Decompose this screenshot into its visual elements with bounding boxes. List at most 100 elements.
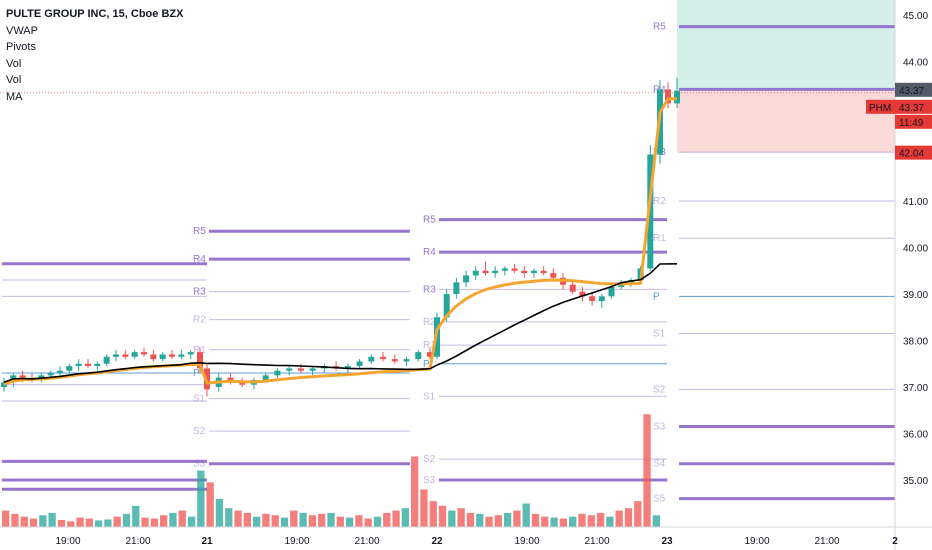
legend-item-ma[interactable]: MA: [6, 90, 23, 103]
volume-bar: [383, 512, 391, 527]
volume-bar: [643, 414, 651, 527]
countdown-badge-bg: [895, 114, 932, 129]
volume-bar: [122, 513, 131, 527]
candle-body: [674, 90, 680, 104]
candle-body: [274, 370, 281, 376]
pivot-label-2-S1: S1: [423, 391, 436, 402]
time-axis-tick: 21:00: [125, 536, 150, 547]
candle-body: [113, 354, 119, 357]
volume-bar: [550, 517, 558, 527]
candle-body: [66, 366, 73, 371]
candle-body: [57, 370, 63, 374]
volume-bar: [150, 518, 159, 527]
pivot-label-1-R5: R5: [193, 226, 206, 237]
pivot-label-3-P: P: [653, 291, 660, 302]
candle-body: [540, 270, 547, 274]
volume-bar: [11, 513, 19, 527]
volume-bar: [104, 519, 112, 527]
volume-bar: [457, 508, 465, 527]
candle-body: [197, 352, 203, 369]
volume-bar: [345, 517, 354, 527]
candle-body: [463, 275, 470, 283]
legend-item-vwap[interactable]: VWAP: [6, 24, 38, 37]
price-axis-tick: 45.00: [903, 11, 928, 22]
pivot-label-3-S2: S2: [653, 384, 666, 395]
candle-body: [598, 296, 605, 301]
pivot-label-2-R2: R2: [423, 317, 436, 328]
time-axis-tick: 23: [661, 536, 673, 547]
volume-bar: [132, 505, 140, 527]
candle-body: [122, 354, 129, 357]
pivot-label-1-R4: R4: [193, 254, 206, 265]
time-axis-tick: 21:00: [584, 536, 609, 547]
pivot-label-2-P: P: [423, 359, 430, 370]
price-axis-tick: 39.00: [903, 290, 928, 301]
candle-body: [141, 352, 147, 355]
volume-bar: [420, 489, 428, 527]
volume-bar: [476, 513, 484, 527]
legend-item-vol-2[interactable]: Vol: [6, 74, 22, 86]
volume-bar: [178, 510, 186, 527]
candle-body: [579, 291, 586, 297]
volume-bar: [29, 518, 38, 527]
candle-body: [187, 352, 194, 355]
volume-bar: [160, 515, 168, 527]
volume-bar: [336, 516, 344, 527]
candle-body: [344, 366, 351, 369]
volume-bar: [85, 518, 93, 527]
candle-body: [262, 375, 269, 381]
legend-title[interactable]: PULTE GROUP INC, 15, Cboe BZX: [6, 8, 184, 20]
price-axis-tick: 40.00: [903, 244, 928, 255]
volume-bar: [290, 510, 298, 527]
volume-bar: [76, 517, 84, 527]
legend-item-pivots[interactable]: Pivots: [6, 41, 36, 53]
pivot-label-3-R5: R5: [653, 22, 666, 33]
candle-body: [427, 352, 433, 357]
candle-body: [665, 89, 671, 104]
volume-bar: [252, 516, 261, 527]
pivot-label-3-S3: S3: [653, 422, 666, 433]
candle-body: [75, 363, 82, 367]
candle-body: [453, 282, 460, 294]
volume-bar: [494, 515, 502, 527]
pivot-label-2-S3: S3: [423, 475, 436, 486]
price-axis-tick: 36.00: [903, 430, 928, 441]
candle-body: [472, 270, 479, 276]
volume-bar: [373, 516, 382, 527]
candle-body: [286, 368, 293, 371]
volume-bar: [141, 517, 149, 527]
volume-bar: [596, 512, 605, 527]
volume-bar: [2, 510, 10, 527]
candle-body: [391, 359, 398, 362]
volume-bar: [559, 518, 568, 527]
pivot-label-1-S3: S3: [193, 459, 206, 470]
ma-line: [3, 263, 678, 384]
time-axis-tick: 2: [892, 536, 898, 547]
time-axis-tick: 21:00: [354, 536, 379, 547]
candle-body: [501, 268, 508, 271]
symbol-price-badge-bg: [895, 99, 932, 114]
volume-bar: [411, 456, 419, 527]
pivot-label-1-R3: R3: [193, 287, 206, 298]
symbol-price-badge: 43.37: [899, 103, 924, 114]
volume-bar: [67, 521, 75, 527]
pivot-label-2-R1: R1: [423, 340, 436, 351]
symbol-badge: PHM: [869, 103, 891, 114]
stop-zone: [677, 90, 895, 153]
stop-price-badge-bg: [895, 145, 932, 160]
pivot-label-3-S4: S4: [653, 459, 666, 470]
pivot-label-3-S5: S5: [653, 494, 666, 505]
price-axis-tick: 41.00: [903, 197, 928, 208]
legend-item-vol-1[interactable]: Vol: [6, 57, 22, 70]
pivot-label-1-S1: S1: [193, 394, 206, 405]
candle-body: [47, 373, 54, 376]
volume-bar: [624, 508, 633, 527]
volume-bar: [94, 520, 103, 527]
candle-body: [1, 382, 7, 387]
symbol-badge-bg: [866, 99, 895, 114]
volume-bar: [522, 503, 530, 527]
volume-bar: [20, 516, 28, 527]
volume-bar: [448, 510, 456, 527]
